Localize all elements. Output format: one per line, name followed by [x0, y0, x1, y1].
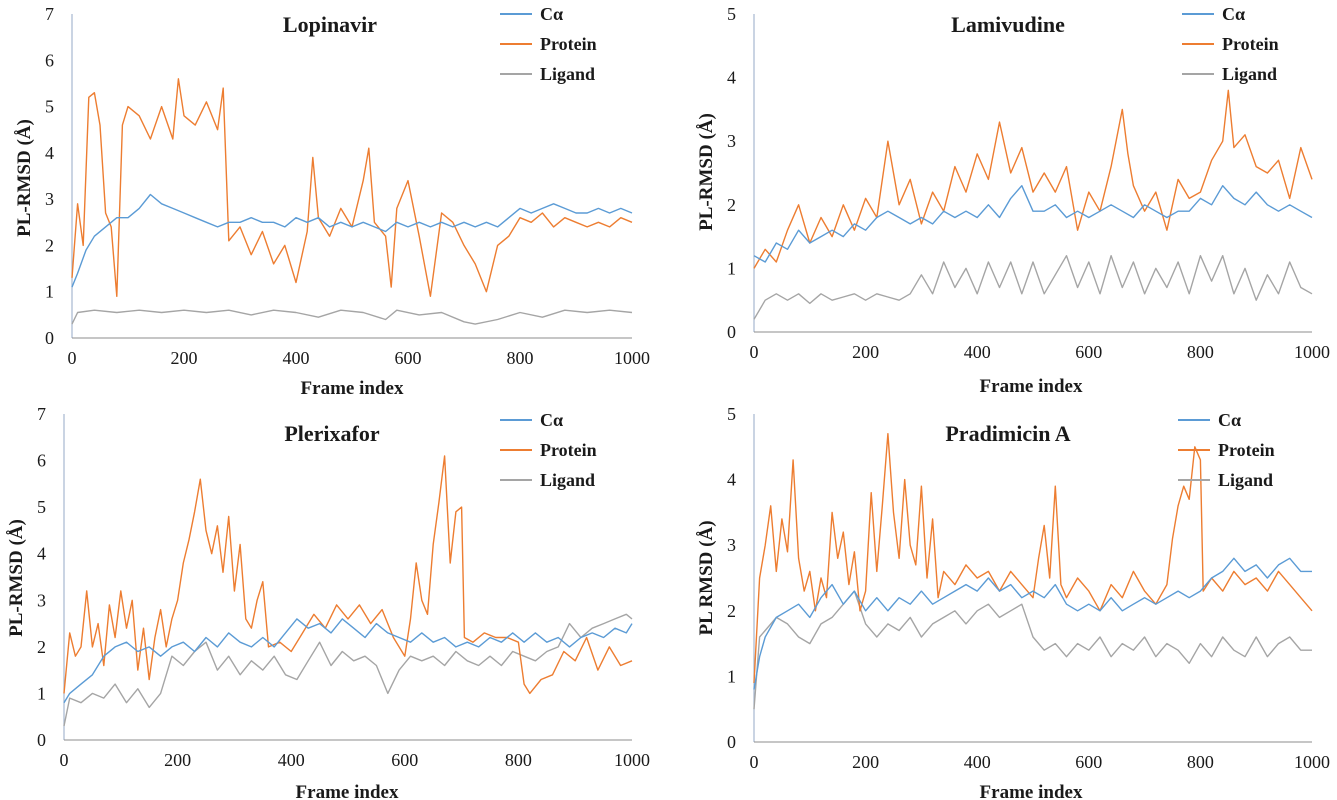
x-tick-label: 800 [1187, 342, 1214, 362]
legend-label: Cα [540, 4, 563, 24]
panel-pradimicin-a: Pradimicin A Frame index PL RMSD (Å) 0 1 2… [696, 404, 1330, 800]
y-tick-label: 1 [727, 258, 736, 278]
y-tick-label: 2 [727, 601, 736, 621]
chart-title: Lamivudine [951, 12, 1065, 37]
x-tick-label: 400 [278, 750, 305, 770]
series-line-c- [753, 185, 1313, 263]
legend-label: Ligand [1218, 470, 1273, 490]
y-tick-label: 3 [727, 131, 736, 151]
series-line-ligand [753, 590, 1312, 710]
y-tick-label: 4 [727, 470, 736, 490]
x-axis-label: Frame index [296, 782, 399, 800]
x-tick-label: 1000 [614, 348, 650, 368]
y-tick-label: 7 [37, 404, 46, 424]
x-tick-label: 400 [283, 348, 310, 368]
x-axis-label: Frame index [301, 378, 404, 399]
x-tick-label: 0 [60, 750, 69, 770]
panel-lopinavir: Lopinavir Frame index PL-RMSD (Å) 0 1 2 3 4 5… [14, 4, 650, 399]
x-tick-label: 1000 [1294, 752, 1330, 772]
y-axis-label: PL-RMSD (Å) [14, 119, 35, 237]
y-tick-label: 2 [45, 235, 54, 255]
y-tick-label: 2 [727, 195, 736, 215]
legend-label: Ligand [540, 64, 595, 84]
x-tick-label: 0 [68, 348, 77, 368]
y-tick-label: 3 [727, 535, 736, 555]
legend-label: Cα [1222, 4, 1245, 24]
x-tick-label: 0 [750, 752, 759, 772]
x-tick-label: 0 [750, 342, 759, 362]
y-axis-label: PL RMSD (Å) [696, 520, 717, 635]
x-tick-label: 600 [395, 348, 422, 368]
legend-label: Cα [540, 410, 563, 430]
chart-title: Plerixafor [284, 421, 380, 446]
series-line-c- [71, 193, 633, 288]
series-line-protein [63, 455, 633, 695]
y-axis-label: PL-RMSD (Å) [696, 113, 717, 231]
y-tick-label: 3 [45, 189, 54, 209]
x-tick-label: 400 [964, 752, 991, 772]
x-axis-label: Frame index [980, 376, 1083, 397]
series-line-ligand [753, 255, 1313, 320]
series-line-protein [753, 89, 1313, 269]
x-tick-label: 400 [964, 342, 991, 362]
y-tick-label: 3 [37, 590, 46, 610]
x-tick-label: 200 [852, 342, 879, 362]
y-axis-label: PL-RMSD (Å) [6, 519, 27, 637]
chart-title: Pradimicin A [945, 421, 1070, 446]
x-tick-label: 600 [391, 750, 418, 770]
y-tick-label: 4 [45, 143, 54, 163]
legend-label: Protein [1218, 440, 1275, 460]
y-tick-label: 1 [37, 683, 46, 703]
y-tick-label: 2 [37, 637, 46, 657]
legend-label: Ligand [540, 470, 595, 490]
x-tick-label: 800 [1187, 752, 1214, 772]
y-tick-label: 0 [45, 328, 54, 348]
chart-title: Lopinavir [283, 12, 377, 37]
x-tick-label: 200 [164, 750, 191, 770]
y-tick-label: 1 [727, 666, 736, 686]
x-tick-label: 800 [507, 348, 534, 368]
series-line-protein [71, 78, 633, 297]
legend-label: Protein [540, 34, 597, 54]
x-tick-label: 200 [171, 348, 198, 368]
y-tick-label: 7 [45, 4, 54, 24]
legend-label: Cα [1218, 410, 1241, 430]
y-tick-label: 5 [45, 97, 54, 117]
x-tick-label: 600 [1075, 342, 1102, 362]
y-tick-label: 5 [727, 4, 736, 24]
y-tick-label: 5 [727, 404, 736, 424]
y-tick-label: 5 [37, 497, 46, 517]
legend-label: Protein [1222, 34, 1279, 54]
series-line-ligand [63, 613, 633, 727]
y-tick-label: 4 [37, 544, 46, 564]
y-tick-label: 6 [37, 451, 46, 471]
panel-lamivudine: Lamivudine Frame index PL-RMSD (Å) 0 1 2 3 4… [696, 4, 1330, 397]
y-tick-label: 0 [37, 730, 46, 750]
y-tick-label: 0 [727, 322, 736, 342]
x-axis-label: Frame index [980, 782, 1083, 800]
y-tick-label: 4 [727, 68, 736, 88]
x-tick-label: 200 [852, 752, 879, 772]
y-tick-label: 6 [45, 50, 54, 70]
x-tick-label: 1000 [614, 750, 650, 770]
legend-label: Protein [540, 440, 597, 460]
x-tick-label: 1000 [1294, 342, 1330, 362]
x-tick-label: 800 [505, 750, 532, 770]
x-tick-label: 600 [1075, 752, 1102, 772]
series-line-protein [753, 433, 1313, 684]
legend-label: Ligand [1222, 64, 1277, 84]
series-line-c- [63, 618, 633, 704]
panel-plerixafor: Plerixafor Frame index PL-RMSD (Å) 0 1 2 3 4… [6, 404, 650, 800]
series-line-ligand [71, 309, 633, 325]
y-tick-label: 1 [45, 282, 54, 302]
series-line-c- [753, 557, 1312, 690]
y-tick-label: 0 [727, 732, 736, 752]
